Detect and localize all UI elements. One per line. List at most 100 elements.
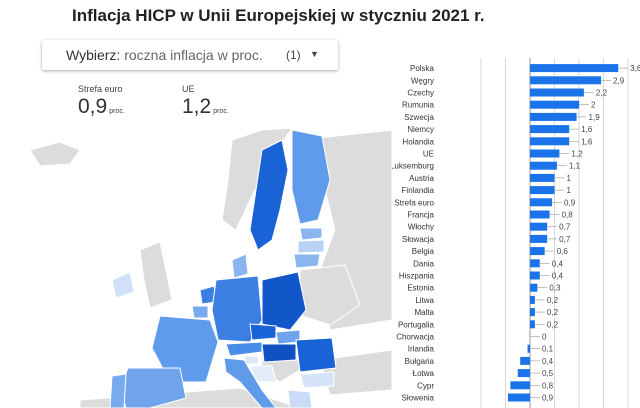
- category-label: Słowenia: [402, 394, 435, 403]
- stat-label: Strefa euro: [78, 84, 123, 94]
- dropdown-value: roczna inflacja w proc.: [124, 47, 263, 63]
- bar[interactable]: [530, 125, 570, 134]
- category-label: Polska: [410, 64, 435, 73]
- data-label: 0,7: [559, 223, 571, 232]
- chart-title: Inflacja HICP w Unii Europejskiej w styc…: [72, 6, 485, 25]
- category-label: Niemcy: [407, 125, 434, 134]
- category-label: UE: [423, 150, 434, 159]
- category-label: Łotwa: [413, 369, 435, 378]
- map-country-ireland: [111, 271, 135, 299]
- data-label: 0,7: [559, 235, 571, 244]
- category-label: Włochy: [408, 223, 434, 232]
- category-label: Finlandia: [402, 186, 435, 195]
- map-country-sweden: [249, 139, 289, 251]
- bar[interactable]: [530, 161, 557, 170]
- data-label: 0,9: [542, 394, 554, 403]
- map-country-poland: [261, 271, 307, 331]
- category-label: Szwecja: [404, 113, 434, 122]
- category-label: Litwa: [415, 296, 434, 305]
- stat-unit: proc.: [109, 108, 125, 115]
- category-label: Holandia: [402, 137, 434, 146]
- data-label: 1,2: [571, 150, 583, 159]
- data-label: 2,2: [596, 89, 608, 98]
- map-country-italy: [223, 357, 277, 408]
- bar[interactable]: [530, 64, 619, 73]
- map-country-denmark: [231, 253, 249, 279]
- inflation-bar-chart: Polska 3,6 Węgry 2,9 Czechy 2,2 Rumunia 2 Szwecj…: [392, 58, 640, 408]
- bar[interactable]: [530, 271, 540, 280]
- map-country-estonia: [299, 227, 323, 241]
- map-country-germany: [211, 275, 263, 343]
- bar[interactable]: [530, 76, 602, 85]
- data-label: 0,4: [552, 272, 564, 281]
- category-label: Malta: [414, 308, 434, 317]
- data-label: 1,6: [581, 125, 593, 134]
- dropdown-caret-icon: ▼: [310, 49, 319, 59]
- bar[interactable]: [530, 173, 555, 182]
- data-label: 0,8: [562, 211, 574, 220]
- data-label: 0,4: [552, 259, 564, 268]
- bar[interactable]: [530, 186, 555, 195]
- category-label: Luksemburg: [392, 162, 434, 171]
- category-label: Francja: [407, 211, 434, 220]
- data-label: 1: [567, 186, 572, 195]
- data-label: 0,1: [542, 345, 554, 354]
- stat-label: UE: [182, 84, 195, 94]
- map-country-hungary: [261, 343, 297, 363]
- data-label: 0,8: [542, 381, 554, 390]
- category-label: Irlandia: [408, 345, 435, 354]
- selected-count: (1): [286, 48, 301, 62]
- bar[interactable]: [530, 198, 553, 207]
- data-label: 1,6: [581, 137, 593, 146]
- bar[interactable]: [530, 259, 540, 268]
- map-country-austria: [225, 341, 263, 357]
- bar[interactable]: [530, 295, 535, 304]
- stat-value: 0,9: [78, 95, 108, 118]
- map-region-norway: [221, 127, 293, 231]
- stat-euro-area: Strefa euro 0,9 proc.: [78, 84, 125, 119]
- stat-eu: UE 1,2 proc.: [182, 84, 229, 119]
- map-country-finland: [291, 129, 331, 225]
- map-country-belgium: [191, 305, 209, 319]
- map-region-iceland: [29, 141, 81, 167]
- category-label: Cypr: [417, 381, 434, 390]
- category-label: Dania: [413, 259, 434, 268]
- bar[interactable]: [530, 149, 560, 158]
- bar[interactable]: [530, 210, 550, 219]
- data-label: 2,9: [613, 76, 625, 85]
- bar[interactable]: [530, 88, 584, 97]
- bar[interactable]: [527, 344, 530, 353]
- map-country-czechia: [249, 323, 277, 341]
- bar[interactable]: [530, 112, 577, 121]
- map-country-romania: [295, 337, 337, 373]
- data-label: 0,2: [547, 308, 559, 317]
- category-label: Austria: [409, 174, 434, 183]
- category-label: Czechy: [407, 89, 434, 98]
- data-label: 0: [542, 333, 547, 342]
- bar[interactable]: [520, 356, 530, 365]
- map-country-france: [151, 315, 219, 383]
- bar[interactable]: [530, 308, 535, 317]
- category-label: Słowacja: [402, 235, 435, 244]
- category-label: Portugalia: [398, 320, 435, 329]
- europe-map[interactable]: [0, 120, 392, 408]
- map-country-latvia: [297, 239, 325, 254]
- stat-unit: proc.: [213, 108, 229, 115]
- data-label: 0,2: [547, 296, 559, 305]
- category-label: Strefa euro: [394, 198, 434, 207]
- bar[interactable]: [530, 247, 545, 256]
- bar[interactable]: [530, 320, 535, 329]
- data-label: 0,4: [542, 357, 554, 366]
- indicator-dropdown[interactable]: Wybierz: roczna inflacja w proc. (1) ▼: [42, 40, 338, 70]
- bar[interactable]: [530, 100, 579, 109]
- bar[interactable]: [530, 137, 570, 146]
- bar[interactable]: [510, 381, 530, 390]
- category-label: Estonia: [407, 284, 434, 293]
- bar[interactable]: [530, 222, 548, 231]
- map-country-bulgaria: [299, 371, 335, 389]
- bar[interactable]: [530, 283, 538, 292]
- bar[interactable]: [517, 369, 530, 378]
- bar[interactable]: [530, 234, 548, 243]
- data-label: 0,6: [557, 247, 569, 256]
- bar[interactable]: [507, 393, 530, 402]
